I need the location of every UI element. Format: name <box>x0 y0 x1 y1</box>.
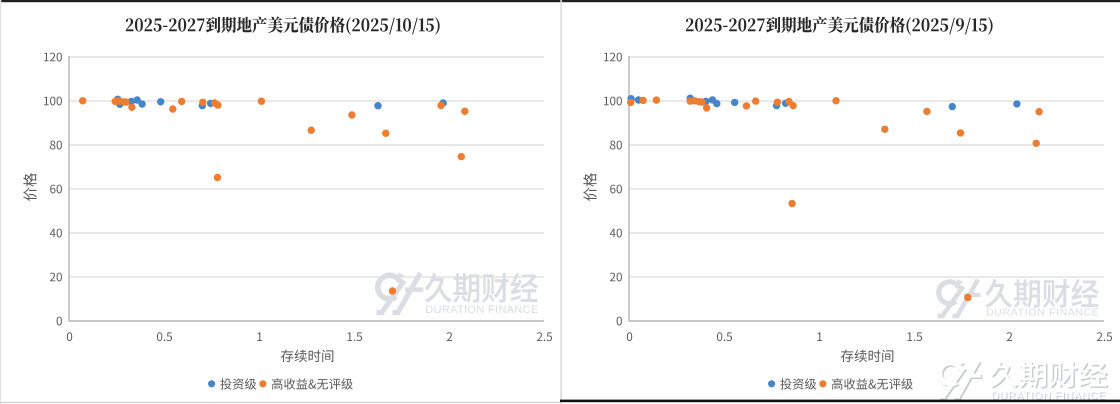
svg-text:DURATION FINANCE: DURATION FINANCE <box>425 304 538 316</box>
svg-text:DURATION FINANCE: DURATION FINANCE <box>991 390 1105 402</box>
svg-text:DURATION FINANCE: DURATION FINANCE <box>986 307 1099 318</box>
